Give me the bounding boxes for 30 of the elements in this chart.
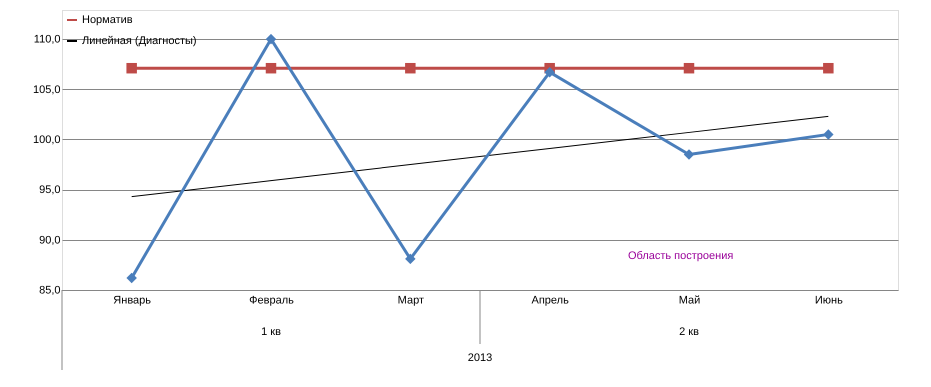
text: 1 кв [261, 326, 282, 338]
point [823, 62, 834, 74]
point [266, 62, 276, 74]
text: 2013 [468, 352, 492, 364]
x-tick-label: Март [398, 294, 424, 306]
y-tick-label: 95,0 [39, 184, 60, 196]
point [823, 129, 834, 140]
legend-label: Линейная (Диагносты) [82, 35, 197, 47]
x-tick-label: Январь [113, 294, 152, 306]
y-tick-label: 85,0 [39, 284, 60, 296]
x-tick-label: Июнь [814, 294, 844, 306]
annotation: Область построения [628, 250, 734, 262]
y-tick-label: 105,0 [32, 84, 60, 96]
point [126, 62, 137, 74]
x-tick-label: Апрель [532, 294, 570, 306]
point [405, 254, 416, 264]
y-tick-label: 90,0 [39, 234, 60, 246]
point [266, 34, 276, 44]
y-tick-label: 110,0 [34, 34, 60, 46]
legend-label: Норматив [82, 14, 133, 26]
line-series [131, 116, 829, 198]
point [684, 62, 694, 74]
point [684, 149, 694, 160]
x-tick-label: Февраль [249, 294, 294, 306]
point [126, 272, 137, 284]
point [544, 66, 555, 78]
x-tick-label: Май [678, 294, 700, 306]
point [405, 62, 416, 74]
text: 2 кв [679, 326, 700, 338]
y-tick-label: 100,0 [32, 134, 60, 146]
